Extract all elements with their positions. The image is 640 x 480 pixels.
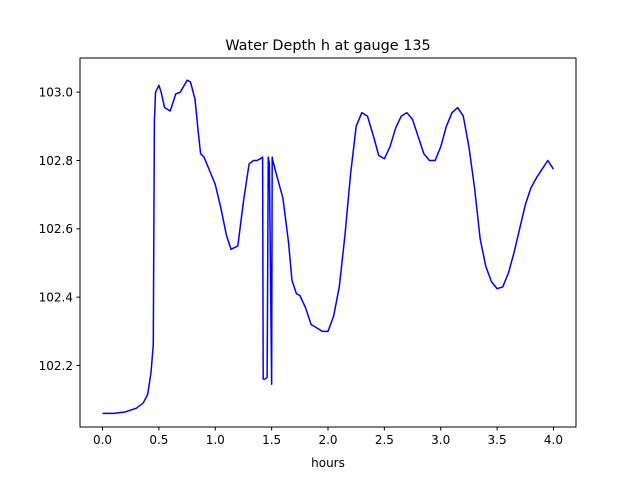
y-axis-ticks: 102.2 102.4 102.6 102.8 103.0: [39, 85, 80, 373]
x-tick-label: 3.0: [431, 433, 450, 447]
x-axis-label: hours: [311, 456, 345, 470]
chart-title: Water Depth h at gauge 135: [225, 38, 430, 54]
x-tick-label: 0.5: [149, 433, 168, 447]
x-axis-ticks: 0.0 0.5 1.0 1.5 2.0 2.5 3.0 3.5 4.0: [93, 427, 563, 447]
x-tick-label: 3.5: [488, 433, 507, 447]
x-tick-label: 0.0: [93, 433, 112, 447]
plot-area-frame: [79, 57, 577, 428]
y-tick-label: 102.2: [39, 359, 73, 373]
y-tick-label: 103.0: [39, 85, 73, 99]
x-tick-label: 1.5: [262, 433, 281, 447]
x-tick-label: 1.0: [206, 433, 225, 447]
y-tick-label: 102.4: [39, 290, 73, 304]
y-tick-label: 102.8: [39, 154, 73, 168]
x-tick-label: 4.0: [544, 433, 563, 447]
x-tick-label: 2.0: [318, 433, 337, 447]
x-tick-label: 2.5: [375, 433, 394, 447]
plot-series: [102, 79, 555, 415]
series-line: [102, 79, 555, 415]
y-tick-label: 102.6: [39, 222, 73, 236]
